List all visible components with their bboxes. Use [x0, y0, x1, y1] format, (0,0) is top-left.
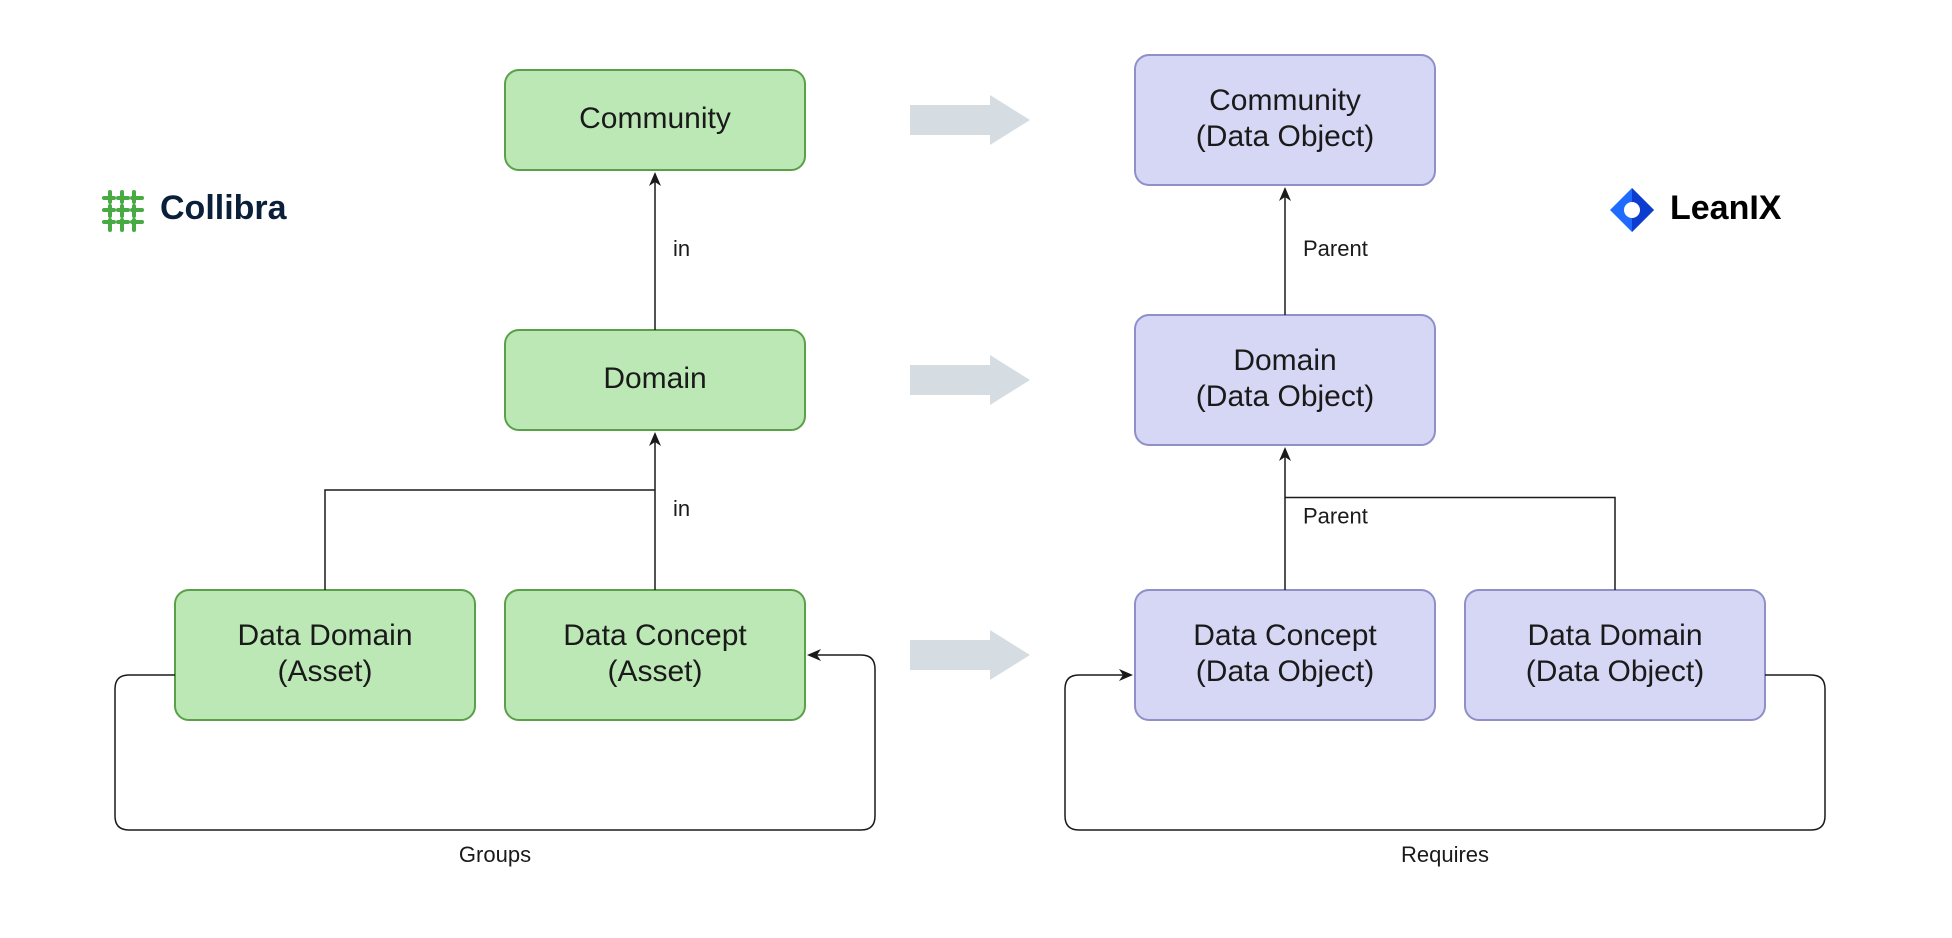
collibra-wordmark: Collibra — [160, 189, 288, 227]
leanix-wordmark: LeanIX — [1670, 189, 1782, 227]
right-node-data-concept-label: (Data Object) — [1196, 655, 1374, 688]
left-node-data-domain-label: (Asset) — [277, 655, 372, 688]
right-node-domain-label: Domain — [1233, 344, 1336, 377]
right-node-data-domain-label: (Data Object) — [1526, 655, 1704, 688]
left-node-domain: Domain — [505, 330, 805, 430]
left-node-data-concept-label: (Asset) — [607, 655, 702, 688]
left-node-data-domain: Data Domain(Asset) — [175, 590, 475, 720]
mapping-arrow-icon — [910, 355, 1030, 405]
left-node-data-concept-label: Data Concept — [563, 619, 747, 652]
right-node-domain: Domain(Data Object) — [1135, 315, 1435, 445]
right-node-community-label: Community — [1209, 84, 1361, 117]
left-edge-label-groups: Groups — [459, 842, 531, 867]
right-edge-label-parent-1: Parent — [1303, 236, 1368, 261]
left-node-community: Community — [505, 70, 805, 170]
left-edge-datadomain-join — [325, 490, 655, 590]
mapping-arrow-icon — [910, 95, 1030, 145]
leanix-logo — [1610, 188, 1654, 232]
mapping-arrow-icon — [910, 630, 1030, 680]
left-node-data-concept: Data Concept(Asset) — [505, 590, 805, 720]
left-node-data-domain-label: Data Domain — [237, 619, 412, 652]
right-edge-label-parent-2: Parent — [1303, 503, 1368, 528]
right-node-data-concept: Data Concept(Data Object) — [1135, 590, 1435, 720]
left-edge-label-in-1: in — [673, 236, 690, 261]
collibra-logo — [104, 192, 142, 230]
right-node-community-label: (Data Object) — [1196, 120, 1374, 153]
right-edge-label-requires: Requires — [1401, 842, 1489, 867]
left-node-community-label: Community — [579, 102, 731, 135]
right-node-data-domain: Data Domain(Data Object) — [1465, 590, 1765, 720]
left-node-domain-label: Domain — [603, 362, 706, 395]
right-node-data-domain-label: Data Domain — [1527, 619, 1702, 652]
right-node-data-concept-label: Data Concept — [1193, 619, 1377, 652]
right-node-community: Community(Data Object) — [1135, 55, 1435, 185]
right-node-domain-label: (Data Object) — [1196, 380, 1374, 413]
left-edge-label-in-2: in — [673, 496, 690, 521]
